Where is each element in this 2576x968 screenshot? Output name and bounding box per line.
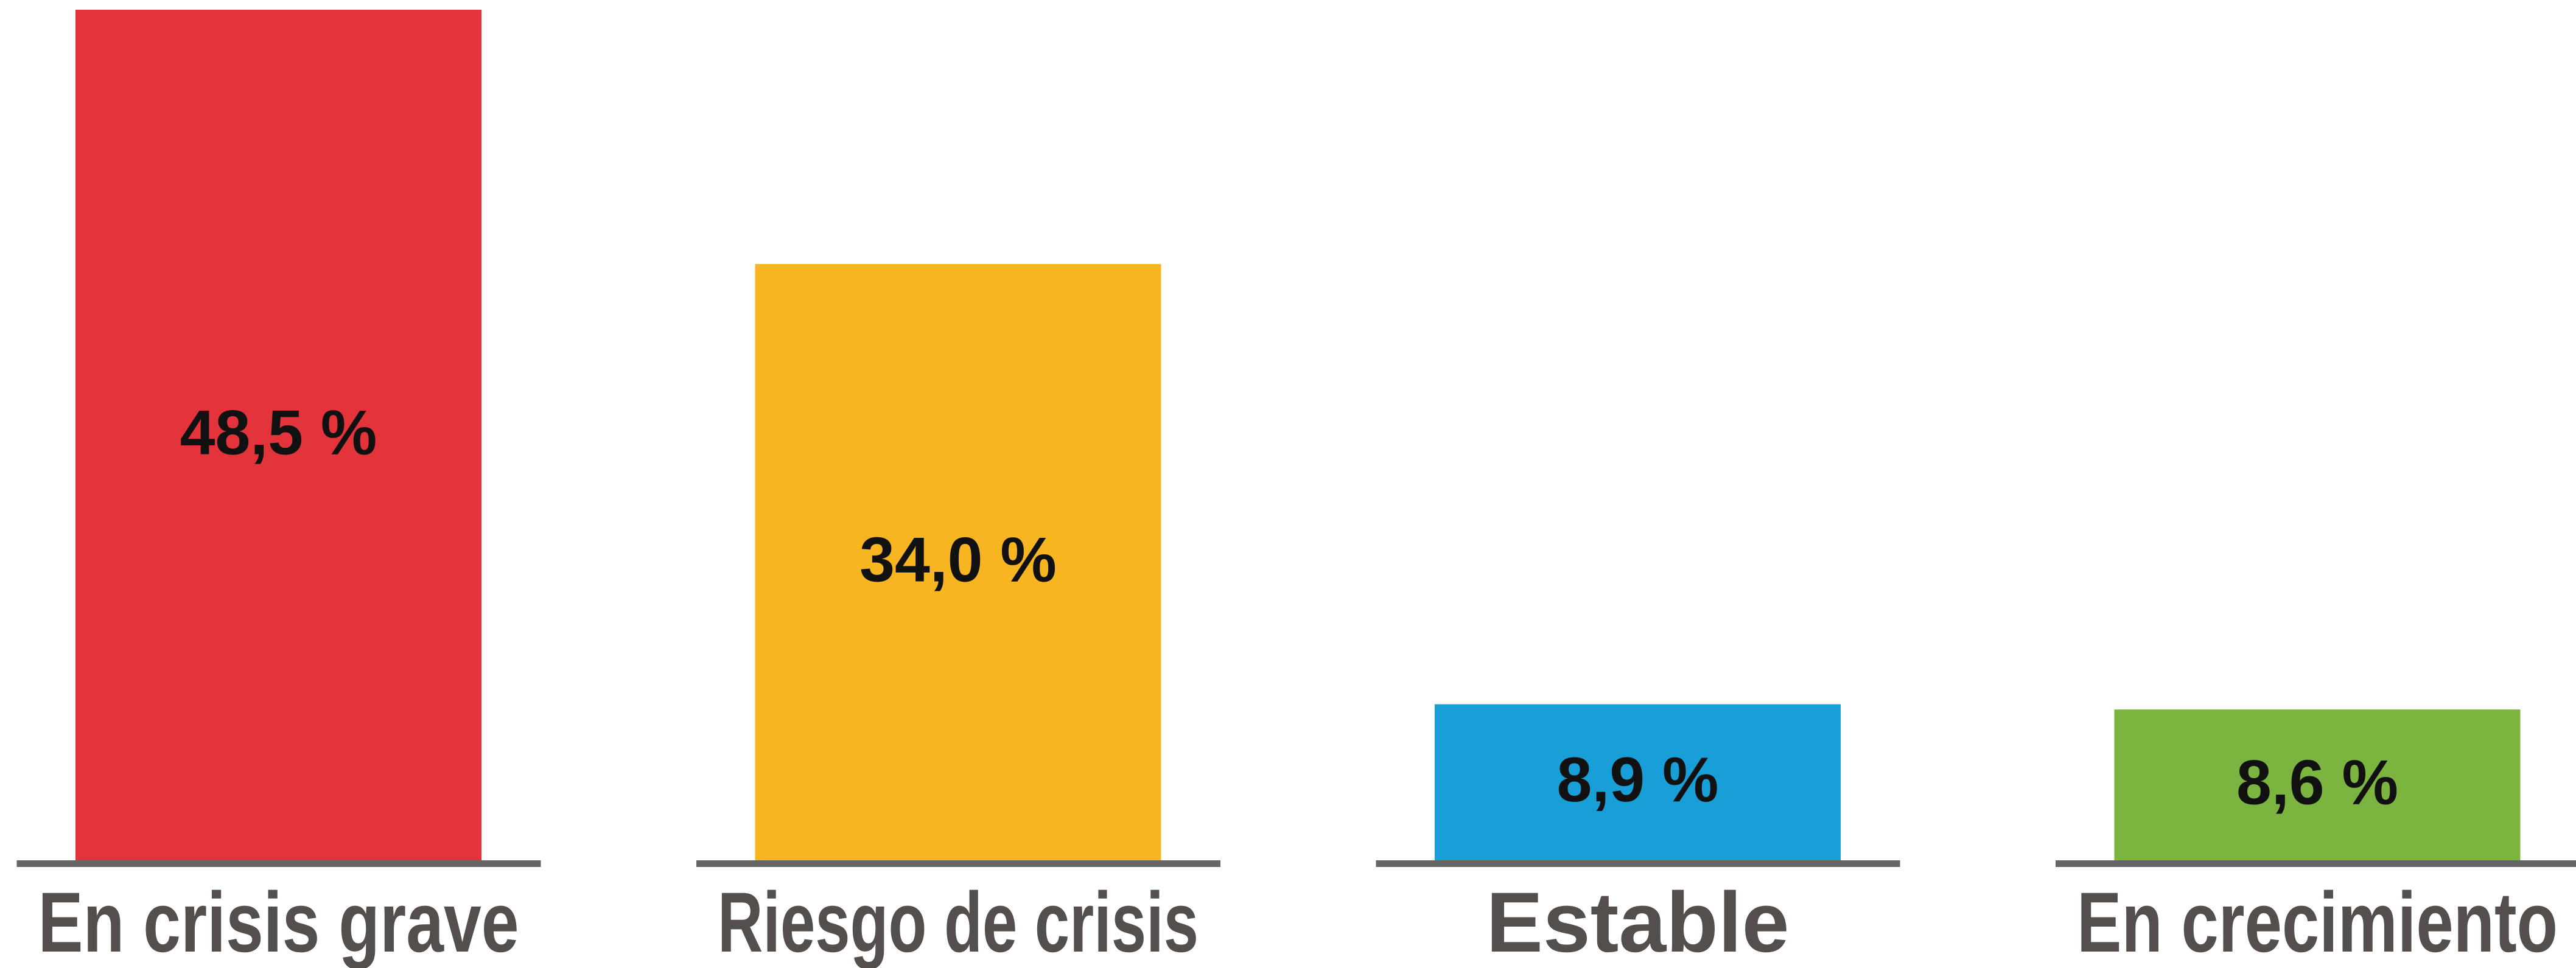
- bar: [755, 263, 1161, 861]
- bar: [75, 10, 481, 860]
- x-tick-label: En crecimiento: [2077, 874, 2558, 968]
- baseline: [2056, 860, 2576, 867]
- baseline: [1376, 860, 1900, 867]
- bar: [1435, 704, 1841, 860]
- value-label: 8,6 %: [2236, 748, 2398, 818]
- value-label: 34,0 %: [859, 524, 1057, 595]
- baseline: [696, 860, 1220, 867]
- x-tick-label: Riesgo de crisis: [718, 874, 1199, 968]
- bar: [2114, 709, 2521, 860]
- x-tick-label: Estable: [1486, 874, 1790, 968]
- value-label: 8,9 %: [1557, 745, 1719, 815]
- x-tick-label: En crisis grave: [38, 874, 519, 968]
- value-label: 48,5 %: [180, 397, 377, 468]
- baseline: [16, 860, 541, 867]
